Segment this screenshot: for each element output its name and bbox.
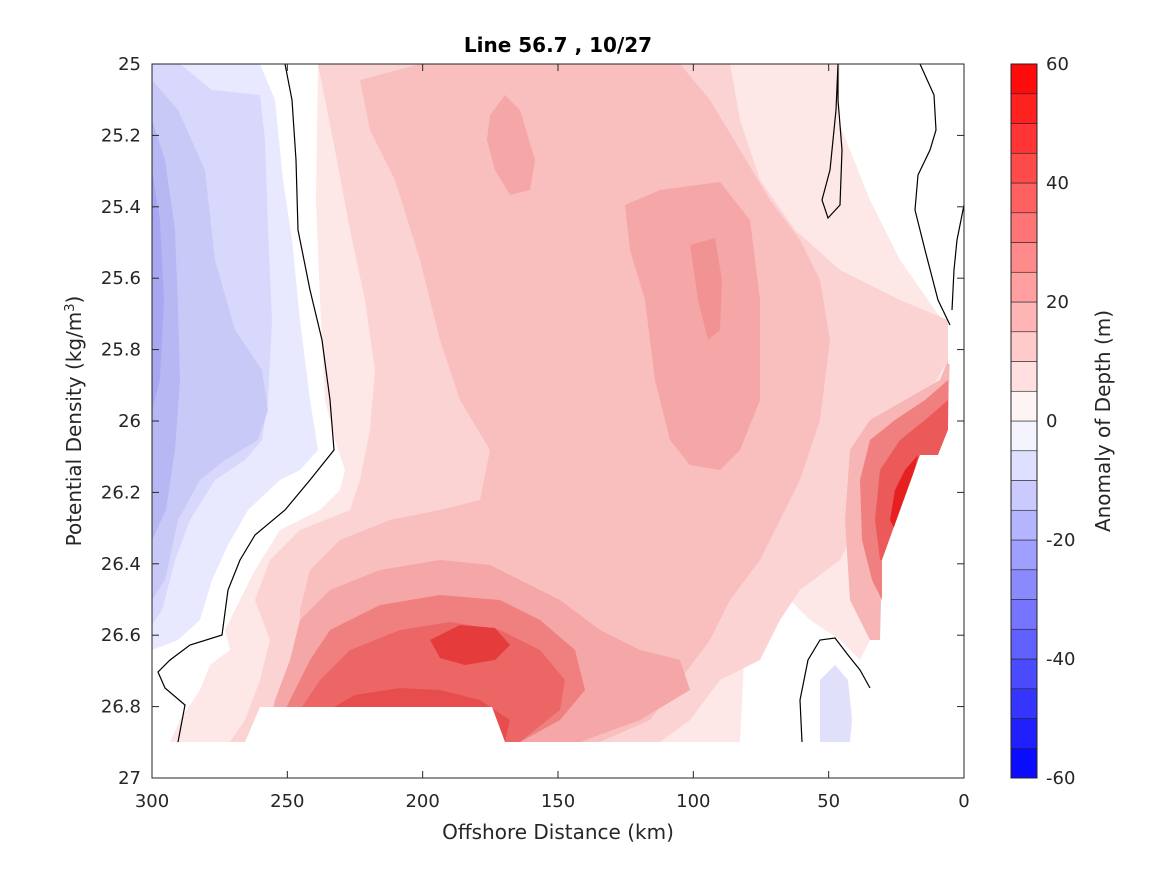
y-tick-label: 27: [118, 768, 141, 789]
colorbar-band: [1010, 539, 1038, 571]
x-axis-label: Offshore Distance (km): [442, 820, 674, 844]
colorbar-ticks: -60 -40 -20 0 20 40 60: [1046, 54, 1075, 789]
colorbar-bands: [1010, 63, 1038, 779]
colorbar-band: [1010, 718, 1038, 749]
y-tick-label: 26.2: [101, 482, 141, 503]
y-tick-label: 25.6: [101, 268, 141, 289]
colorbar-band: [1010, 688, 1038, 719]
colorbar-band: [1010, 450, 1038, 481]
contour-fill-positive-nearshore-55: [890, 455, 918, 530]
colorbar-band: [1010, 509, 1038, 541]
colorbar-band: [1010, 747, 1038, 779]
colorbar-band: [1010, 242, 1038, 273]
colorbar-band: [1010, 331, 1038, 362]
x-axis: 300 250 200 150 100 50 0: [135, 64, 970, 812]
colorbar-band: [1010, 93, 1038, 124]
y-tick-label: 26.8: [101, 697, 141, 718]
no-data-nearshore: [870, 64, 964, 700]
colorbar-band: [1010, 569, 1038, 600]
contour-fill-positive-50-core: [430, 625, 510, 665]
colorbar-label: Anomaly of Depth (m): [1091, 310, 1115, 532]
colorbar-band: [1010, 182, 1038, 214]
x-tick-label: 300: [135, 791, 169, 812]
colorbar-band: [1010, 420, 1038, 452]
x-tick-label: 150: [541, 791, 575, 812]
y-tick-label: 25.4: [101, 197, 141, 218]
zero-contour-midshore: [821, 64, 843, 220]
colorbar-tick-label: 40: [1046, 173, 1069, 194]
y-tick-label: 26: [118, 411, 141, 432]
colorbar-tick-label: 20: [1046, 292, 1069, 313]
contour-fill-positive-20: [625, 182, 760, 470]
colorbar-tick-label: -20: [1046, 530, 1075, 551]
y-axis-label: Potential Density (kg/m3): [62, 296, 86, 547]
contour-fill-negative-inner: [152, 80, 268, 600]
y-axis-label-close: ): [62, 296, 86, 304]
y-tick-label: 26.4: [101, 554, 141, 575]
colorbar-band: [1010, 599, 1038, 630]
zero-contour-offshore: [157, 64, 335, 743]
no-data-seafloor: [245, 707, 505, 742]
colorbar-band: [1010, 212, 1038, 243]
zero-contour-shore: [951, 204, 964, 311]
x-tick-label: 50: [817, 791, 840, 812]
colorbar-frame: [1010, 63, 1038, 779]
x-tick-label: 100: [676, 791, 710, 812]
colorbar-band: [1010, 480, 1038, 511]
colorbar-band: [1010, 271, 1038, 303]
contour-fill-negative-nearshore: [820, 665, 852, 742]
colorbar-tick-label: 0: [1046, 411, 1057, 432]
zero-contour-nearshore-deep: [799, 637, 871, 743]
colorbar-band: [1010, 63, 1038, 95]
colorbar-band: [1010, 390, 1038, 422]
y-axis-label-main: Potential Density (kg/m: [62, 312, 86, 547]
colorbar: -60 -40 -20 0 20 40 60 Anomaly of Depth (m): [1010, 54, 1115, 789]
colorbar-tick-label: -40: [1046, 649, 1075, 670]
y-axis-label-superscript: 3: [63, 303, 78, 311]
zero-contour-nearshore-upper: [914, 64, 951, 326]
y-tick-label: 25.2: [101, 125, 141, 146]
colorbar-tick-label: -60: [1046, 768, 1075, 789]
colorbar-band: [1010, 658, 1038, 690]
colorbar-band: [1010, 152, 1038, 184]
chart-title: Line 56.7 , 10/27: [464, 33, 652, 57]
x-tick-label: 250: [270, 791, 304, 812]
colorbar-band: [1010, 301, 1038, 333]
colorbar-tick-label: 60: [1046, 54, 1069, 75]
x-tick-label: 200: [405, 791, 439, 812]
colorbar-band: [1010, 361, 1038, 392]
y-tick-label: 25: [118, 54, 141, 75]
colorbar-band: [1010, 628, 1038, 660]
y-axis: 25 25.2 25.4 25.6 25.8 26 26.2 26.4 26.6 26.8 27: [101, 54, 964, 789]
contour-fill-positive-20-upper: [487, 95, 535, 195]
no-data-shore-strip: [948, 64, 964, 364]
y-tick-label: 26.6: [101, 625, 141, 646]
contour-fill-positive-25: [690, 238, 722, 340]
colorbar-band: [1010, 123, 1038, 154]
x-tick-label: 0: [958, 791, 969, 812]
zero-contours: [157, 64, 964, 743]
y-tick-label: 25.8: [101, 340, 141, 361]
plot-area: [152, 64, 964, 778]
